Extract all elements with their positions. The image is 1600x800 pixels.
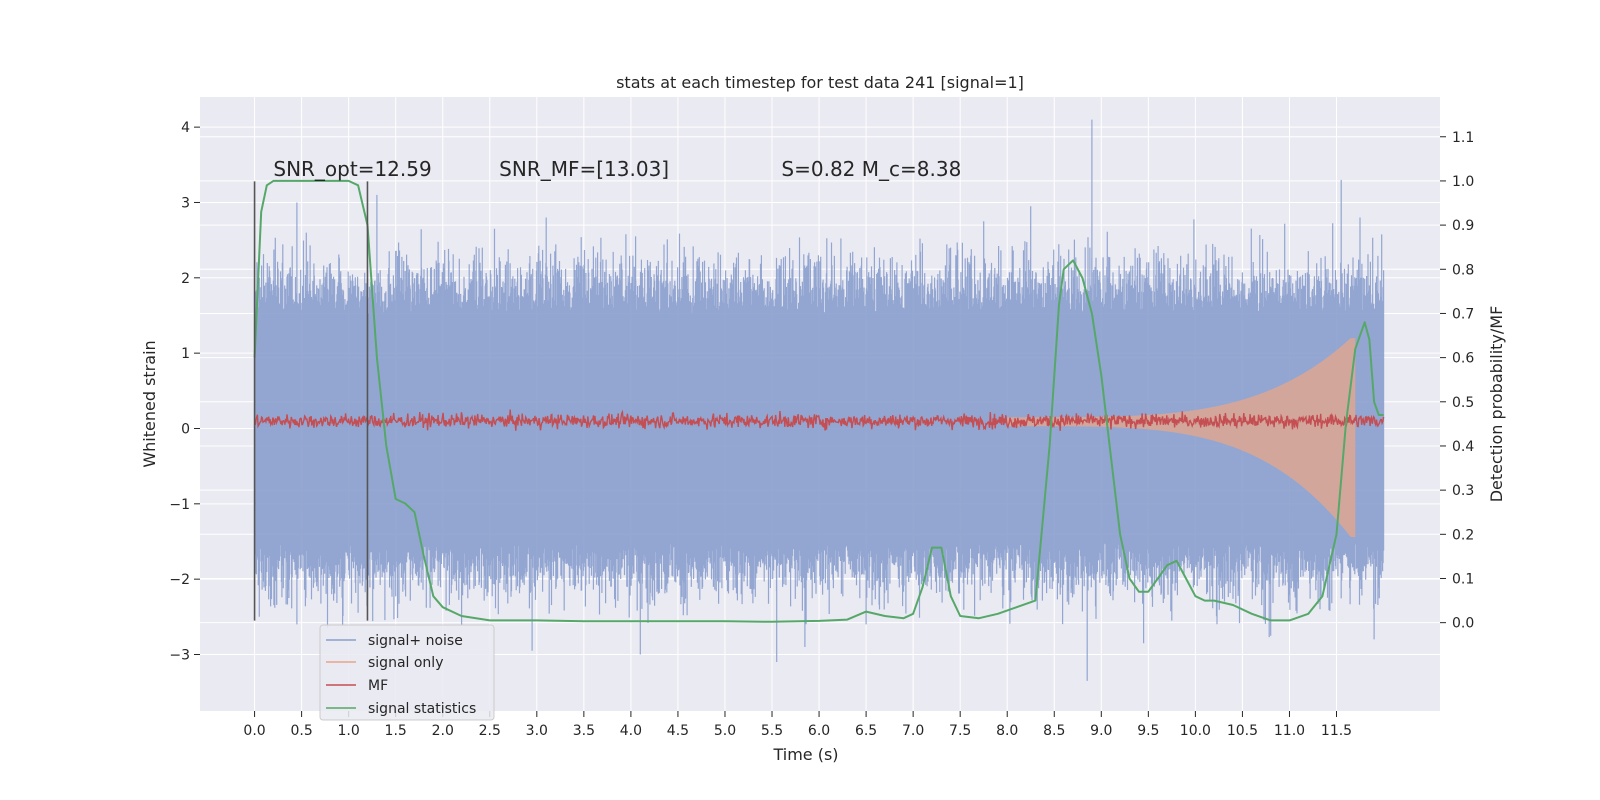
y-right-tick-label: 1.1 <box>1452 130 1474 146</box>
y-right-tick-label: 0.3 <box>1452 483 1474 499</box>
y-tick-label: −2 <box>169 572 190 588</box>
x-tick-label: 3.5 <box>573 723 595 739</box>
annotation-snr-mf: SNR_MF=[13.03] <box>499 157 669 181</box>
y-right-tick-label: 0.8 <box>1452 262 1474 278</box>
vline-layer <box>253 181 369 621</box>
x-tick-label: 1.5 <box>385 723 407 739</box>
y-right-tick-label: 0.5 <box>1452 395 1474 411</box>
y-tick-label: 0 <box>181 421 190 437</box>
legend-box <box>319 624 495 721</box>
chart-title: stats at each timestep for test data 241… <box>616 73 1024 92</box>
y-right-tick-label: 0.0 <box>1452 616 1474 632</box>
x-tick-label: 9.5 <box>1137 723 1159 739</box>
y-right-tick-label: 1.0 <box>1452 174 1474 190</box>
x-tick-label: 7.5 <box>949 723 971 739</box>
legend-label-signal-only: signal only <box>368 655 443 671</box>
annotation-s-mc: S=0.82 M_c=8.38 <box>781 157 961 181</box>
y-tick-label: 1 <box>181 346 190 362</box>
x-tick-label: 9.0 <box>1090 723 1112 739</box>
x-tick-label: 5.5 <box>761 723 783 739</box>
x-tick-label: 2.0 <box>432 723 454 739</box>
x-axis-title: Time (s) <box>772 745 838 764</box>
x-tick-label: 0.5 <box>290 723 312 739</box>
annotation-snr-opt: SNR_opt=12.59 <box>273 157 431 181</box>
x-tick-label: 10.5 <box>1227 723 1258 739</box>
x-tick-label: 11.0 <box>1274 723 1305 739</box>
y-tick-label: −3 <box>169 647 190 663</box>
x-tick-label: 1.0 <box>338 723 360 739</box>
axes-layer: 0.0 0.5 1.0 1.5 2.0 2.5 3.0 3.5 4.0 4.5 5.0 5.5 6.0 6… <box>169 120 1474 739</box>
series-layer <box>253 119 1385 681</box>
y-right-tick-label: 0.7 <box>1452 306 1474 322</box>
x-tick-label: 0.0 <box>243 723 265 739</box>
y-axis-right-title: Detection probability/MF <box>1487 306 1506 503</box>
x-tick-label: 4.5 <box>667 723 689 739</box>
signal-statistics-series <box>253 179 1384 623</box>
x-tick-label: 6.0 <box>808 723 830 739</box>
x-tick-label: 8.0 <box>996 723 1018 739</box>
legend-label-signal-noise: signal+ noise <box>368 633 463 649</box>
legend: signal+ noise signal only MF signal stat… <box>319 624 495 721</box>
y-right-tick-label: 0.4 <box>1452 439 1474 455</box>
mf-series <box>253 409 1385 431</box>
y-tick-label: 4 <box>181 120 190 136</box>
x-tick-label: 6.5 <box>855 723 877 739</box>
y-right-tick-label: 0.6 <box>1452 351 1474 367</box>
legend-label-signal-statistics: signal statistics <box>368 701 476 717</box>
y-axis-title: Whitened strain <box>140 340 159 467</box>
y-right-tick-label: 0.9 <box>1452 218 1474 234</box>
x-tick-label: 7.0 <box>902 723 924 739</box>
x-tick-label: 10.0 <box>1180 723 1211 739</box>
legend-label-mf: MF <box>368 678 388 694</box>
x-tick-label: 4.0 <box>620 723 642 739</box>
x-tick-label: 11.5 <box>1321 723 1352 739</box>
y-right-tick-label: 0.1 <box>1452 571 1474 587</box>
signal-only-series <box>1007 338 1356 537</box>
y-tick-label: 3 <box>181 195 190 211</box>
y-right-tick-label: 0.2 <box>1452 527 1474 543</box>
y-tick-label: 2 <box>181 271 190 287</box>
y-tick-label: −1 <box>169 497 190 513</box>
x-tick-label: 5.0 <box>714 723 736 739</box>
x-tick-label: 3.0 <box>526 723 548 739</box>
x-tick-label: 2.5 <box>479 723 501 739</box>
annotation-layer: SNR_opt=12.59 SNR_MF=[13.03] S=0.82 M_c=8.… <box>273 157 961 181</box>
x-tick-label: 8.5 <box>1043 723 1065 739</box>
